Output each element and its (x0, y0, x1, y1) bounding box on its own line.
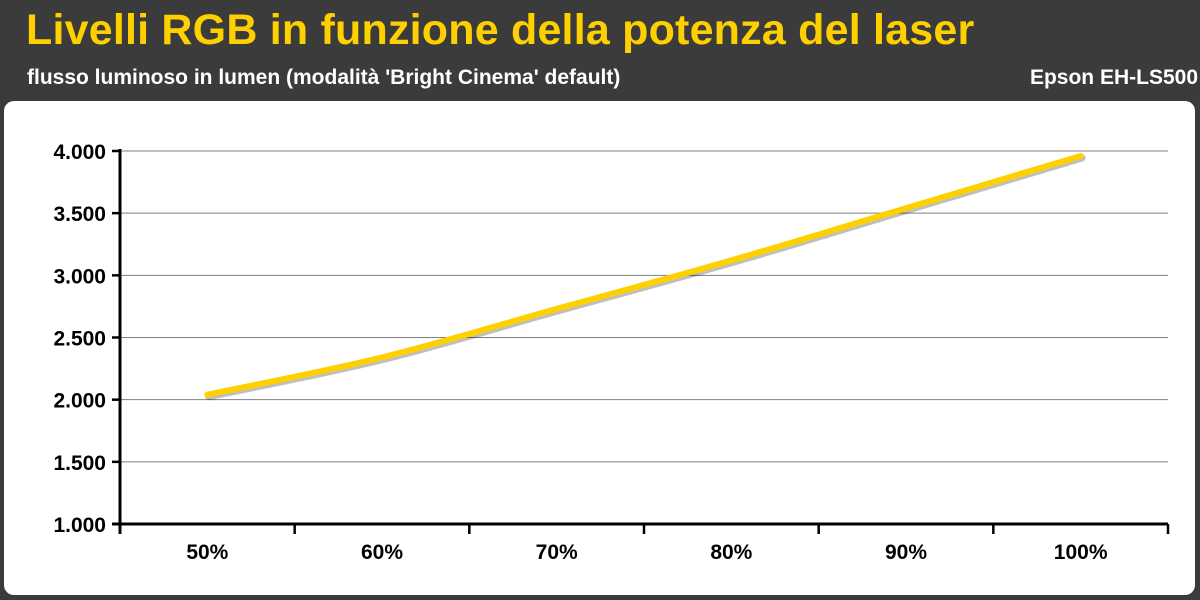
chart-title: Livelli RGB in funzione della potenza de… (26, 6, 975, 54)
x-tick-label: 80% (710, 541, 752, 564)
tick-labels: 1.000 1.500 2.000 2.500 3.000 3.500 4.000 50% 60… (53, 141, 1107, 564)
x-tick-label: 100% (1054, 541, 1108, 564)
y-tick-label: 3.500 (53, 203, 106, 226)
series-line (204, 152, 1084, 398)
x-tick-label: 90% (885, 541, 927, 564)
axes (112, 149, 1170, 534)
y-tick-label: 1.500 (53, 452, 106, 475)
y-tick-label: 4.000 (53, 141, 106, 164)
x-tick-label: 50% (186, 541, 228, 564)
x-tick-label: 60% (361, 541, 403, 564)
y-tick-label: 2.500 (53, 328, 106, 351)
x-tick-label: 70% (536, 541, 578, 564)
series-layer (204, 152, 1086, 401)
gridlines (120, 150, 1168, 463)
y-tick-label: 3.000 (53, 265, 106, 288)
chart-header: Livelli RGB in funzione della potenza de… (0, 0, 1200, 100)
chart-subtitle: flusso luminoso in lumen (modalità 'Brig… (27, 66, 621, 89)
y-tick-label: 2.000 (53, 390, 106, 413)
y-tick-label: 1.000 (53, 514, 106, 537)
product-name: Epson EH-LS500 (1029, 66, 1198, 89)
